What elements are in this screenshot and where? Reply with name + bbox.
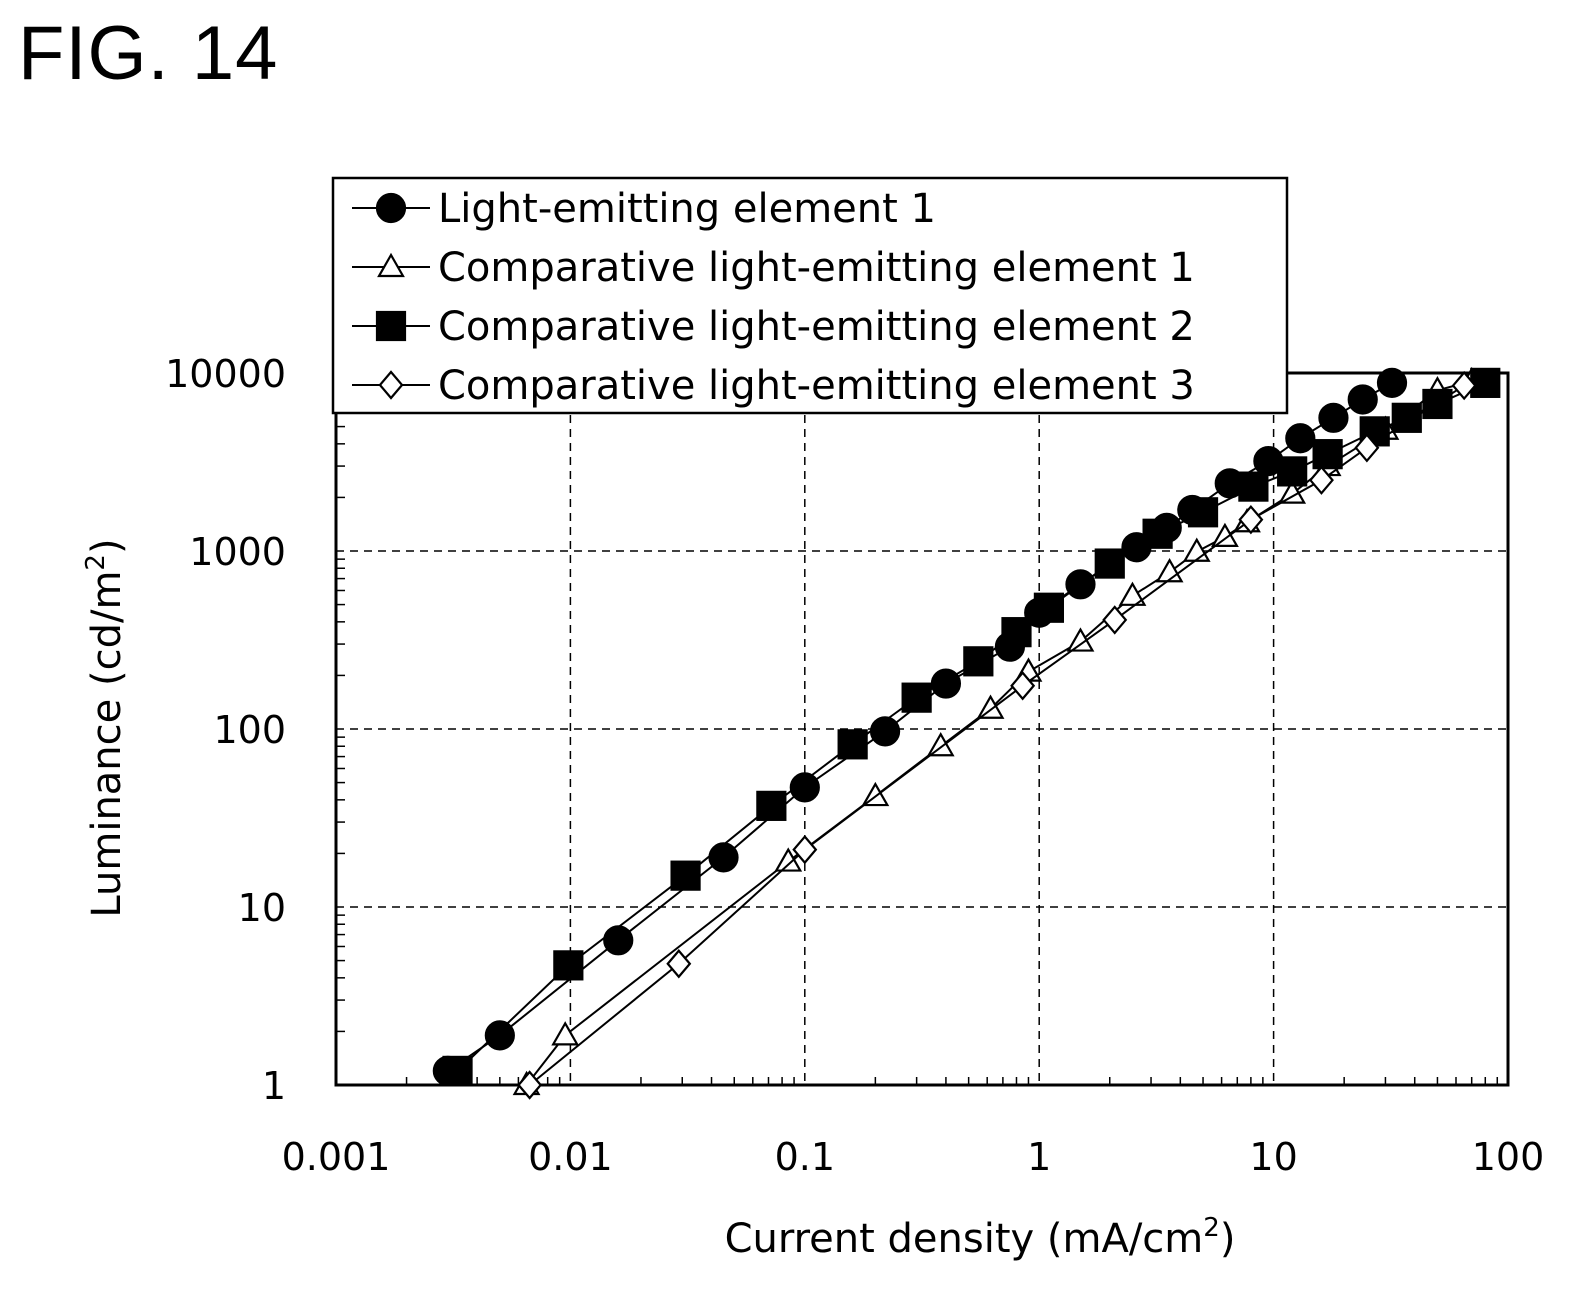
series-layer [432, 366, 1501, 1100]
y-tick-label: 100 [213, 708, 286, 752]
triangle-marker [1118, 581, 1147, 606]
legend-item-1: Light-emitting element 1 [352, 186, 936, 232]
legend-box [331, 176, 1289, 415]
diamond-marker [1238, 504, 1264, 535]
series-3 [442, 367, 1501, 1087]
square-marker [553, 950, 584, 981]
legend: Light-emitting element 1 Comparative ligh… [331, 176, 1289, 415]
square-marker [1277, 456, 1308, 487]
y-tick-label: 1000 [189, 530, 286, 574]
square-marker [756, 790, 787, 821]
y-tick-label: 10000 [165, 352, 286, 396]
triangle-marker [551, 1021, 580, 1046]
square-marker [1238, 471, 1269, 502]
square-marker [1033, 592, 1065, 623]
circle-marker [1318, 402, 1349, 433]
diamond-marker [1354, 433, 1380, 463]
x-tick-labels: 0.001 0.01 0.1 1 10 100 [282, 1135, 1545, 1179]
diamond-marker [517, 1070, 543, 1100]
diamond-marker [1010, 671, 1036, 701]
circle-marker [1376, 367, 1408, 398]
diamond-marker [1451, 370, 1477, 401]
square-marker [1312, 439, 1343, 470]
x-tick-label: 100 [1472, 1135, 1545, 1179]
legend-label: Comparative light-emitting element 3 [438, 363, 1195, 409]
y-tick-label: 10 [238, 886, 286, 930]
series-2 [512, 366, 1486, 1096]
square-marker [837, 729, 868, 760]
circle-marker [484, 1020, 515, 1051]
x-tick-label: 0.1 [775, 1135, 835, 1179]
y-tick-label: 1 [262, 1064, 286, 1108]
series-line [525, 380, 1472, 1086]
triangle-marker [1066, 627, 1095, 652]
diamond-marker [378, 370, 404, 400]
figure-title: FIG. 14 [18, 11, 279, 96]
square-marker [1470, 367, 1501, 398]
circle-marker [1285, 423, 1316, 454]
square-marker [1187, 497, 1219, 528]
diamond-marker [792, 834, 818, 865]
square-marker [963, 646, 994, 677]
series-line [456, 381, 1486, 1072]
y-axis-title: Luminance (cd/m2) [81, 538, 130, 917]
x-tick-label: 0.01 [528, 1135, 613, 1179]
circle-marker [708, 842, 739, 873]
legend-label: Light-emitting element 1 [438, 186, 936, 232]
square-marker [670, 860, 701, 891]
triangle-marker [861, 781, 890, 807]
triangle-marker [377, 252, 405, 278]
circle-marker [375, 192, 407, 224]
square-marker [1142, 518, 1173, 549]
legend-item-4: Comparative light-emitting element 3 [352, 363, 1195, 409]
triangle-marker [926, 732, 955, 757]
legend-item-2: Comparative light-emitting element 1 [352, 245, 1195, 291]
x-axis-title: Current density (mA/cm2) [725, 1213, 1236, 1262]
diamond-marker [1308, 465, 1334, 495]
triangle-marker [1155, 557, 1184, 583]
square-marker [1094, 548, 1125, 579]
circle-marker [1347, 384, 1378, 415]
triangle-marker [1211, 522, 1239, 548]
x-tick-label: 0.001 [282, 1135, 391, 1179]
x-tick-label: 1 [1027, 1135, 1051, 1179]
circle-marker [789, 772, 820, 803]
legend-label: Comparative light-emitting element 1 [438, 245, 1195, 291]
series-4 [517, 370, 1477, 1100]
legend-label: Comparative light-emitting element 2 [438, 304, 1195, 350]
diamond-marker [1102, 605, 1128, 635]
y-tick-labels: 1 10 100 1000 10000 [165, 352, 286, 1108]
circle-marker [603, 925, 634, 956]
square-marker [1001, 617, 1032, 648]
diamond-marker [666, 949, 692, 979]
square-marker [901, 682, 932, 713]
triangle-marker [976, 694, 1005, 719]
square-marker [442, 1055, 473, 1087]
square-marker [375, 310, 407, 342]
square-marker [1422, 388, 1453, 420]
legend-item-3: Comparative light-emitting element 2 [352, 304, 1195, 350]
x-tick-label: 10 [1249, 1135, 1297, 1179]
